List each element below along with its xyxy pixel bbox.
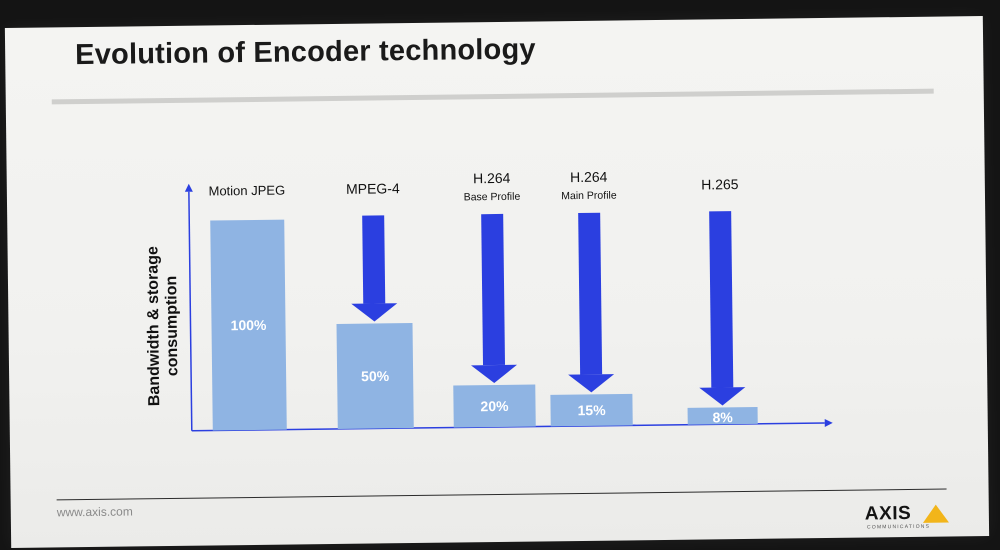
- reduction-arrow-shaft: [481, 213, 506, 366]
- bar-value-label: 100%: [231, 317, 268, 333]
- reduction-arrow-head: [699, 387, 746, 406]
- category-sublabel: Main Profile: [561, 190, 617, 203]
- axis-logo: AXIS COMMUNICATIONS: [865, 502, 955, 531]
- category-sublabel: Base Profile: [464, 191, 521, 204]
- bar-value-label: 8%: [712, 409, 733, 425]
- category-label: H.265: [701, 176, 739, 192]
- bar: [550, 393, 633, 427]
- presentation-slide: Evolution of Encoder technology Bandwidt…: [4, 16, 990, 548]
- y-axis-arrowhead: [184, 183, 193, 192]
- reduction-arrow-head: [471, 364, 518, 384]
- y-axis-label: Bandwidth & storageconsumption: [144, 246, 181, 407]
- category-label: MPEG-4: [346, 180, 400, 197]
- bar: [210, 219, 287, 431]
- category-label: Motion JPEG: [208, 183, 285, 199]
- y-axis: [188, 191, 193, 431]
- bar-value-label: 50%: [361, 368, 390, 384]
- reduction-arrow-shaft: [578, 212, 603, 375]
- logo-subtext: COMMUNICATIONS: [866, 523, 931, 531]
- encoder-bandwidth-chart: Bandwidth & storageconsumption 100% Motion…: [144, 169, 833, 432]
- category-label: H.264: [473, 170, 511, 186]
- logo-triangle-icon: [922, 504, 949, 523]
- logo-wordmark: AXIS: [864, 502, 912, 525]
- bar: [453, 384, 536, 428]
- bar: [687, 407, 758, 425]
- bar-value-label: 20%: [480, 398, 509, 414]
- category-label: H.264: [570, 169, 608, 185]
- reduction-arrow-shaft: [709, 211, 734, 388]
- bar: [336, 323, 414, 429]
- bar-value-label: 15%: [577, 402, 606, 418]
- reduction-arrow-shaft: [362, 215, 386, 304]
- x-axis-arrowhead: [824, 419, 833, 428]
- reduction-arrow-head: [351, 303, 398, 322]
- reduction-arrow-head: [568, 374, 615, 393]
- footer-url: www.axis.com: [56, 504, 133, 520]
